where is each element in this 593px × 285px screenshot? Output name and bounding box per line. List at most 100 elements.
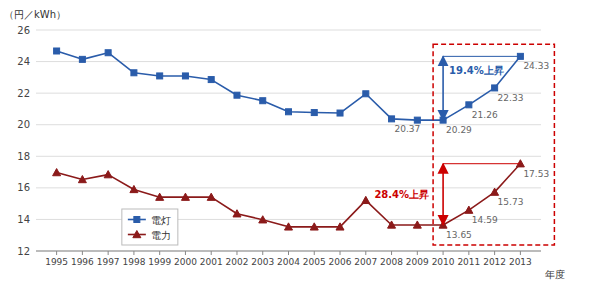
data-label: 17.53 [523, 169, 549, 179]
grid [36, 30, 541, 251]
annotation-level-line [443, 56, 520, 57]
legend-box [122, 209, 178, 245]
series-point [414, 117, 420, 123]
x-tick [520, 251, 521, 255]
highlight-box [433, 44, 554, 245]
series-point [156, 193, 164, 200]
annotation-text: 19.4%上昇 [449, 65, 504, 76]
series-point [362, 196, 370, 203]
y-tick-label: 14 [17, 214, 30, 225]
series-point [413, 221, 421, 228]
annotation-arrow [442, 164, 444, 225]
series-point [105, 50, 111, 56]
series-point [389, 116, 395, 122]
series-point [130, 185, 138, 192]
x-tick [56, 251, 57, 255]
x-tick [159, 251, 160, 255]
series-point [336, 223, 344, 230]
x-tick-label: 1999 [148, 257, 171, 267]
series-point [207, 193, 215, 200]
series-point [311, 110, 317, 116]
x-tick-label: 2012 [483, 257, 506, 267]
series-point [131, 70, 137, 76]
grid-line [36, 156, 541, 157]
series-point [259, 216, 267, 223]
series-point [285, 223, 293, 230]
series-point [363, 91, 369, 97]
x-tick [288, 251, 289, 255]
legend: 電灯電力 [122, 209, 178, 245]
plot-area [53, 48, 525, 230]
x-tick-label: 2013 [509, 257, 532, 267]
series-point [492, 85, 498, 91]
series-point [233, 210, 241, 217]
y-tick-label: 12 [17, 246, 30, 257]
x-tick [314, 251, 315, 255]
x-tick [365, 251, 366, 255]
annotation-text: 28.4%上昇 [374, 189, 429, 200]
x-tick [262, 251, 263, 255]
x-tick [494, 251, 495, 255]
series-point [208, 77, 214, 83]
x-tick [391, 251, 392, 255]
data-label: 15.73 [498, 197, 524, 207]
y-tick-label: 24 [17, 56, 30, 67]
legend-label: 電灯 [151, 215, 171, 226]
x-tick-label: 2007 [354, 257, 377, 267]
x-tick [340, 251, 341, 255]
grid-line [36, 219, 541, 220]
series-point [234, 92, 240, 98]
annotations [433, 44, 554, 245]
series-point [286, 109, 292, 115]
x-tick-label: 1996 [71, 257, 94, 267]
x-tick-label: 2002 [226, 257, 249, 267]
x-tick-label: 2001 [200, 257, 223, 267]
x-tick-label: 1995 [45, 257, 68, 267]
x-tick-label: 2010 [432, 257, 455, 267]
x-tick-label: 2000 [174, 257, 197, 267]
x-tick [236, 251, 237, 255]
data-label: 20.29 [446, 125, 472, 135]
x-tick-label: 1997 [97, 257, 120, 267]
series-point [157, 73, 163, 79]
grid-line [36, 30, 541, 31]
x-tick-label: 2005 [303, 257, 326, 267]
x-tick [185, 251, 186, 255]
series-point [78, 175, 86, 182]
x-tick [417, 251, 418, 255]
annotation-arrow [442, 56, 444, 120]
data-label: 24.33 [523, 61, 549, 71]
x-tick-label: 2006 [329, 257, 352, 267]
y-tick-label: 20 [17, 119, 30, 130]
legend-label: 電力 [151, 230, 171, 241]
x-tick [82, 251, 83, 255]
series-point [181, 193, 189, 200]
y-tick-label: 16 [17, 182, 30, 193]
x-tick-label: 2003 [251, 257, 274, 267]
x-tick [133, 251, 134, 255]
grid-line [36, 93, 541, 94]
chart: 1214161820222426199519961997199819992000… [0, 0, 593, 285]
series-point [465, 206, 473, 213]
series-point [53, 169, 61, 176]
series-point [182, 73, 188, 79]
x-tick [108, 251, 109, 255]
x-tick-label: 2008 [380, 257, 403, 267]
x-tick-label: 2004 [277, 257, 300, 267]
series-line [57, 51, 521, 120]
grid-line [36, 61, 541, 62]
series-point [491, 188, 499, 195]
x-tick-label: 2009 [406, 257, 429, 267]
data-label: 22.33 [498, 93, 524, 103]
data-label: 13.65 [446, 230, 472, 240]
series-point [310, 223, 318, 230]
series-point [54, 48, 60, 54]
series-point [466, 102, 472, 108]
series-point [260, 98, 266, 104]
series-point [337, 110, 343, 116]
legend-marker [134, 217, 140, 223]
series-point [388, 221, 396, 228]
series-point [79, 56, 85, 62]
x-tick [211, 251, 212, 255]
y-axis-label: （円／kWh） [4, 9, 66, 20]
